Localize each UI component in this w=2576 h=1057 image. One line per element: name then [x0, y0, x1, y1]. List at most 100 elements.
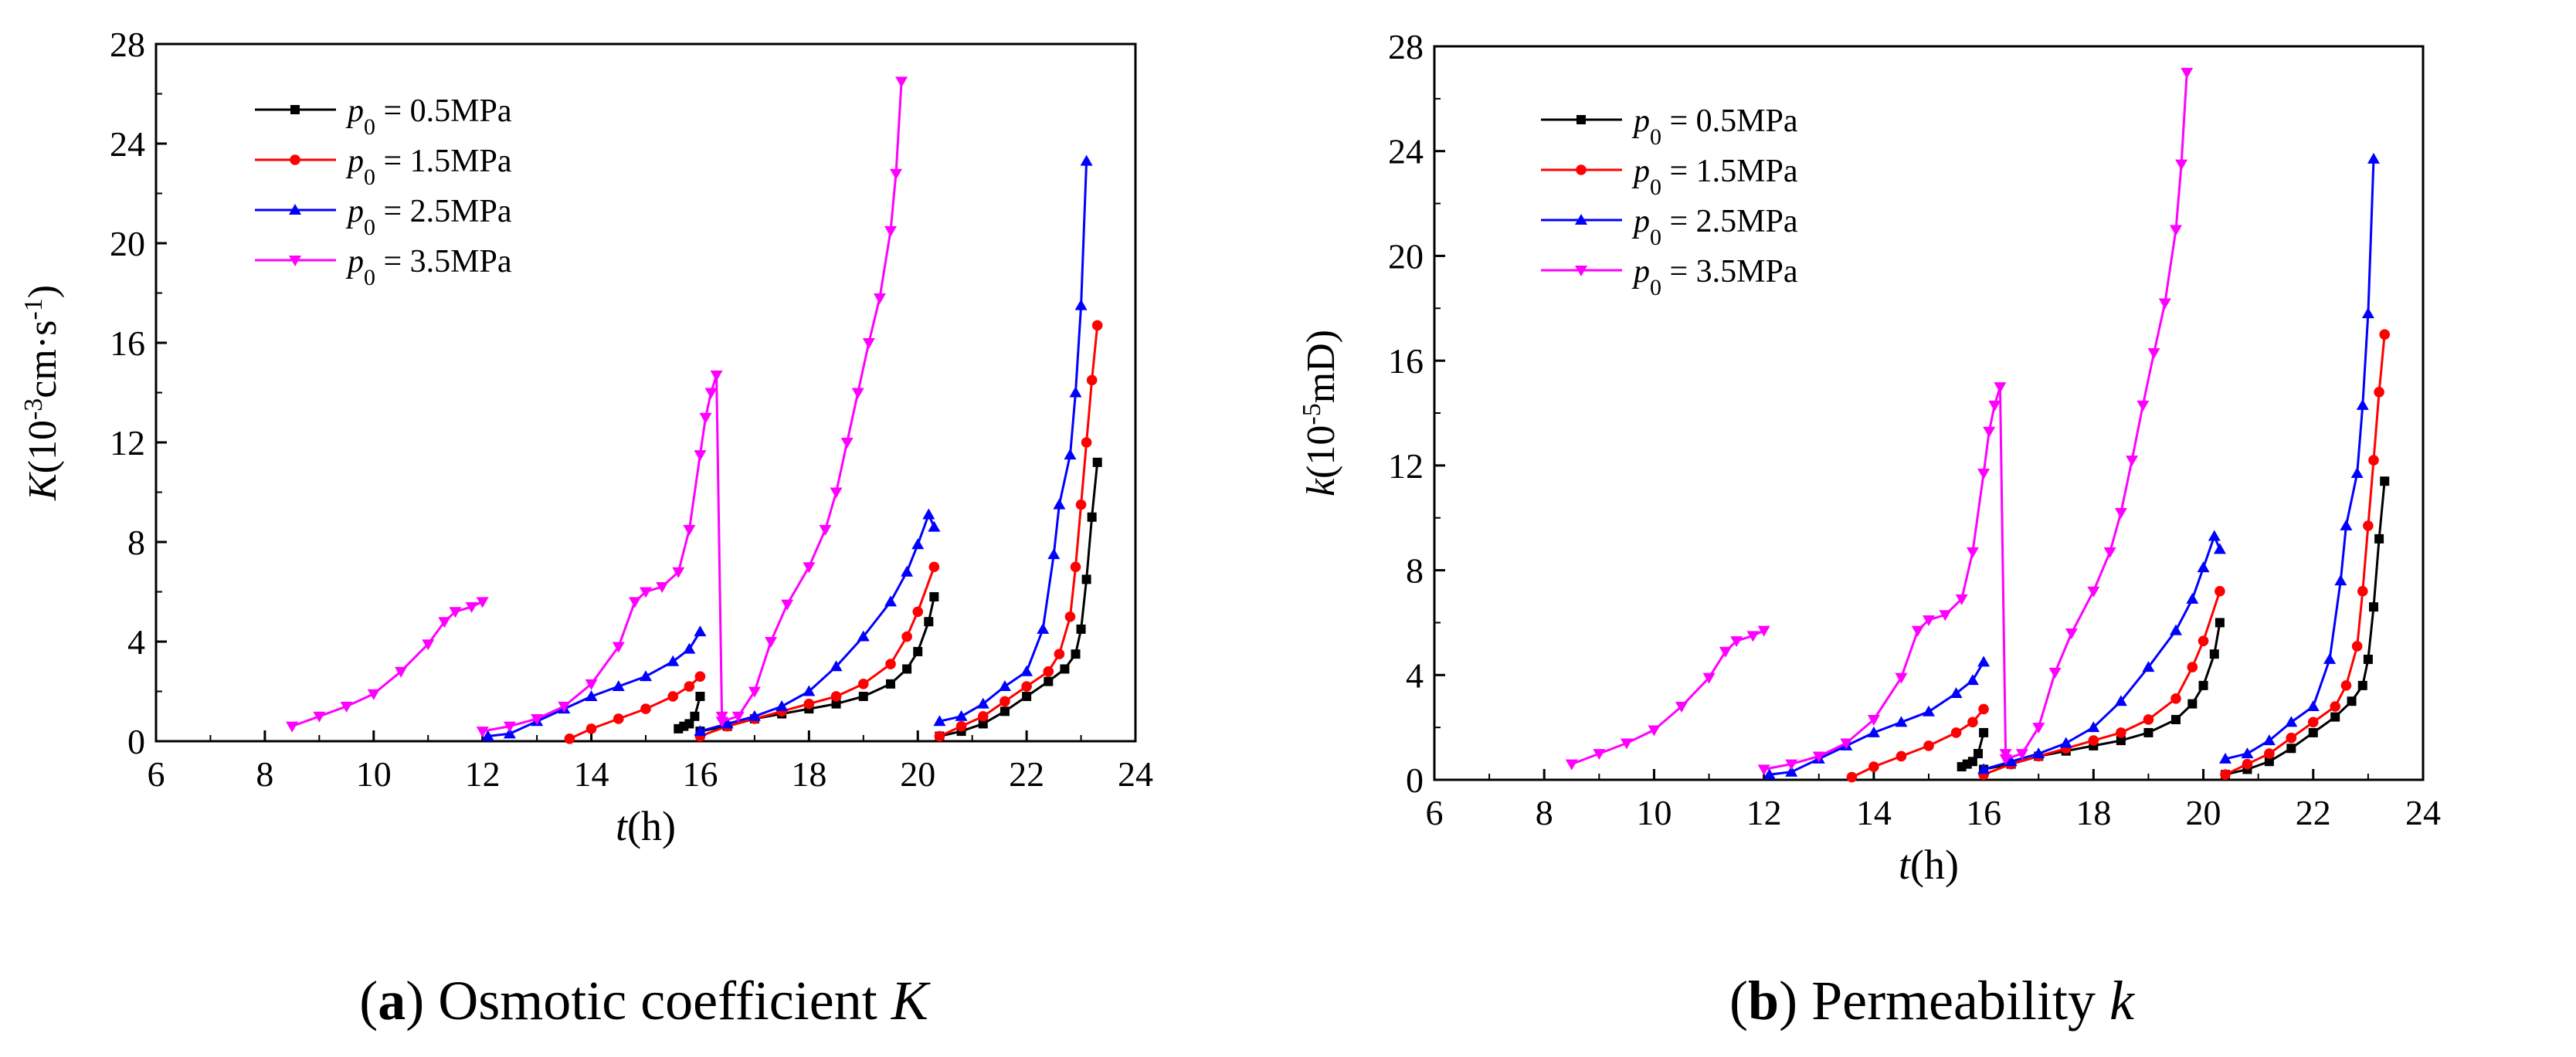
x-tick-label-b-0: 6	[1426, 793, 1444, 832]
data-point-b-0-2-4	[2308, 727, 2318, 737]
data-point-b-1-1-10	[2215, 585, 2225, 597]
data-point-a-2-0-4	[585, 689, 598, 701]
x-tick-label-b-9: 24	[2405, 793, 2441, 832]
data-point-b-2-1-7	[2170, 624, 2182, 635]
data-point-a-1-2-7	[1064, 611, 1076, 622]
data-point-b-1-0-0	[1846, 771, 1858, 783]
data-point-b-3-1-11	[1977, 469, 1991, 480]
data-point-b-2-2-8	[2350, 467, 2364, 479]
legend-label-a-1: p0 = 1.5MPa	[345, 144, 512, 190]
y-axis-pre-b: (10	[1299, 425, 1343, 479]
data-point-b-1-2-0	[2220, 769, 2231, 781]
legend-var-b-2: p	[1631, 204, 1650, 239]
data-point-b-3-1-14	[1994, 382, 2007, 394]
data-point-a-2-1-11	[928, 520, 941, 532]
data-point-a-3-0-4	[395, 666, 407, 678]
legend-marker-a-2	[289, 204, 301, 215]
legend-label-b-2: p0 = 2.5MPa	[1631, 204, 1798, 250]
legend-var-b-0: p	[1631, 103, 1650, 139]
data-point-a-3-2-12	[884, 225, 897, 237]
legend-rest-a-0: = 0.5MPa	[375, 93, 512, 129]
data-point-b-1-1-5	[2116, 727, 2126, 738]
data-point-a-2-1-8	[901, 565, 914, 577]
data-point-b-3-1-6	[1911, 625, 1924, 637]
x-axis-label-a: t(h)	[616, 803, 676, 849]
data-point-a-1-1-9	[912, 606, 924, 618]
data-point-b-3-0-0	[1565, 759, 1578, 771]
data-point-a-1-0-2	[613, 713, 624, 724]
y-axis-post-a: )	[21, 285, 65, 298]
data-point-b-3-2-12	[2170, 225, 2182, 236]
series-line-a-3-0	[291, 601, 484, 728]
data-point-b-1-2-4	[2307, 717, 2319, 728]
data-point-a-3-1-5	[612, 642, 625, 653]
y-axis-exp2-a: -1	[19, 298, 48, 320]
data-point-a-3-2-11	[873, 293, 886, 304]
data-point-a-1-2-0	[934, 730, 945, 742]
caption-b-open: (	[1729, 970, 1749, 1032]
series-b-0	[1957, 476, 2390, 780]
data-point-a-2-1-7	[884, 595, 897, 607]
series-a-2	[481, 154, 1093, 741]
data-point-b-2-1-9	[2197, 561, 2210, 573]
data-point-a-0-1-7	[886, 679, 895, 689]
data-point-a-3-2-0	[715, 717, 728, 728]
legend-sub-b-3: 0	[1650, 275, 1661, 300]
data-point-a-2-2-0	[933, 715, 946, 727]
data-point-b-2-2-9	[2356, 398, 2369, 410]
data-point-a-0-2-3	[1000, 706, 1010, 717]
data-point-b-2-0-9	[1977, 656, 1991, 667]
x-axis-unit-a: (h)	[627, 803, 676, 849]
legend-rest-b-1: = 1.5MPa	[1661, 154, 1798, 189]
data-point-b-0-2-11	[2380, 476, 2390, 486]
data-point-b-2-0-0	[1763, 768, 1776, 780]
series-line-b-0-2	[2225, 481, 2386, 776]
data-point-a-1-1-10	[928, 561, 940, 573]
data-point-a-3-0-5	[422, 639, 435, 651]
caption-b-close: )	[1779, 970, 1798, 1032]
x-tick-label-b-8: 22	[2296, 793, 2331, 832]
data-point-b-1-2-9	[2363, 520, 2374, 531]
data-point-b-0-1-8	[2187, 699, 2198, 709]
data-point-b-3-1-2	[1812, 751, 1825, 763]
data-point-a-2-2-11	[1080, 154, 1093, 166]
legend-marker-a-3	[289, 256, 301, 266]
caption-b: (b) Permeability k	[1288, 969, 2576, 1033]
data-point-b-2-2-10	[2361, 307, 2374, 319]
data-point-b-3-1-1	[1785, 759, 1798, 771]
data-point-b-2-2-5	[2323, 652, 2337, 664]
legend-rest-b-0: = 0.5MPa	[1661, 103, 1798, 139]
data-point-a-3-2-2	[748, 686, 761, 698]
data-point-b-2-2-11	[2367, 152, 2380, 164]
data-point-a-0-2-10	[1087, 512, 1097, 522]
caption-a: (a) Osmotic coefficient K	[0, 969, 1288, 1033]
legend-var-b-3: p	[1631, 254, 1650, 290]
legend-var-a-2: p	[345, 194, 364, 229]
y-tick-label-b-3: 12	[1388, 446, 1424, 486]
x-tick-label-a-2: 10	[356, 754, 392, 794]
data-point-a-0-1-9	[913, 646, 923, 656]
data-point-a-2-1-4	[803, 685, 816, 696]
data-point-b-3-0-3	[1648, 725, 1661, 737]
data-point-b-1-1-7	[2170, 693, 2181, 704]
data-point-a-2-1-1	[721, 717, 734, 729]
data-point-a-0-1-10	[924, 617, 934, 627]
data-point-b-3-1-9	[1955, 594, 1968, 605]
data-point-b-2-1-4	[2087, 721, 2100, 733]
legend-marker-b-3	[1575, 266, 1587, 276]
y-tick-label-b-5: 20	[1388, 236, 1424, 276]
y-axis-exp-a: -3	[19, 398, 48, 420]
data-point-b-1-2-7	[2351, 641, 2363, 652]
series-line-a-1-1	[699, 566, 935, 737]
data-point-a-2-2-7	[1053, 498, 1066, 510]
data-point-a-3-1-14	[710, 370, 723, 381]
legend-label-a-3: p0 = 3.5MPa	[345, 244, 512, 290]
y-tick-label-a-6: 24	[110, 124, 145, 164]
y-tick-label-a-3: 12	[110, 423, 145, 462]
y-tick-label-a-0: 0	[127, 722, 145, 761]
data-point-b-1-2-12	[2379, 329, 2391, 340]
data-point-a-2-2-9	[1069, 386, 1082, 398]
data-point-a-3-0-6	[438, 617, 451, 628]
data-point-b-3-2-13	[2175, 159, 2188, 171]
data-point-a-3-0-1	[313, 711, 326, 723]
